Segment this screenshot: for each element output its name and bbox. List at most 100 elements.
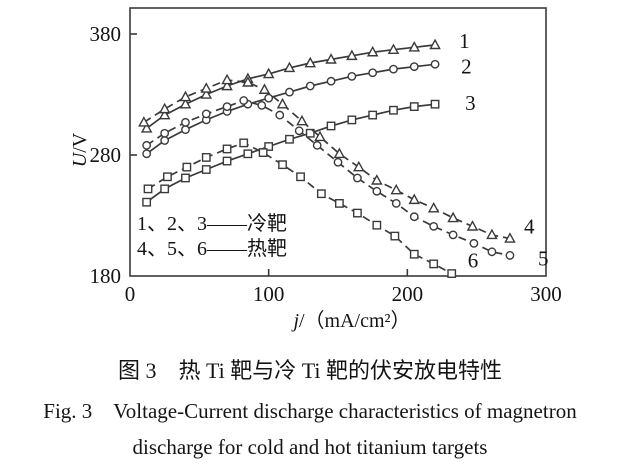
series-5-marker [333, 157, 343, 167]
series-4-line [143, 79, 511, 240]
y-tick-label-180: 180 [90, 264, 122, 288]
series-2-marker [430, 59, 440, 69]
series-5-marker [142, 140, 152, 150]
series-1-marker [408, 41, 421, 52]
series-2-marker [264, 93, 274, 103]
series-1-label: 1 [459, 29, 470, 53]
series-3-marker [142, 197, 152, 207]
series-6-marker [447, 269, 457, 278]
x-tick-label-0: 0 [125, 282, 136, 306]
series-2-marker [305, 81, 315, 91]
series-6-marker [143, 184, 153, 194]
x-tick-label-300: 300 [530, 282, 562, 306]
series-5-marker [181, 117, 190, 127]
series-2-marker [368, 68, 378, 78]
series-5-marker [469, 238, 479, 248]
series-3-marker [264, 142, 274, 151]
series-5-marker [487, 247, 497, 257]
series-6-label: 6 [468, 249, 479, 273]
series-4-marker [504, 232, 516, 243]
series-6-marker [182, 162, 192, 172]
series-3-marker [347, 115, 357, 125]
x-axis-label: j/（mA/cm²） [290, 309, 410, 332]
series-4-marker [221, 73, 233, 85]
caption-english-line2: discharge for cold and hot titanium targ… [132, 435, 488, 459]
series-2-label: 2 [461, 54, 472, 78]
series-1-marker [304, 56, 317, 68]
series-3-marker [326, 121, 336, 131]
series-2-marker [347, 71, 357, 81]
series-4-marker [333, 147, 346, 159]
series-5-marker [294, 126, 304, 136]
series-5-marker [257, 100, 267, 110]
series-4-marker [242, 76, 254, 87]
series-6-marker [429, 259, 439, 269]
series-1-marker [179, 97, 192, 109]
series-1-marker [140, 122, 153, 133]
legend-line-1: 1、2、3——冷靶 [137, 212, 287, 235]
x-tick-label-100: 100 [253, 282, 285, 306]
series-5-marker [505, 251, 515, 260]
series-4-marker [408, 193, 421, 205]
series-5-marker [372, 186, 382, 196]
series-3-marker [243, 149, 253, 159]
series-3-marker [222, 156, 232, 166]
series-6-marker [353, 208, 362, 218]
series-1-marker [346, 49, 358, 61]
series-6-marker [372, 220, 382, 230]
series-3-marker [305, 128, 315, 138]
series-2-marker [326, 76, 336, 86]
series-1-marker [387, 43, 400, 55]
series-5-marker [160, 128, 170, 138]
series-4-marker [258, 83, 271, 94]
series-3-label: 3 [465, 91, 476, 115]
series-5-marker [275, 110, 285, 120]
series-4-marker [158, 102, 171, 114]
y-tick-label-280: 280 [90, 143, 122, 167]
series-4-marker [466, 220, 479, 231]
series-5-marker [409, 212, 419, 222]
series-6-marker [222, 144, 232, 154]
y-tick-label-380: 380 [90, 22, 122, 46]
series-1-marker [158, 108, 171, 120]
series-4-marker [179, 90, 192, 102]
series-6-marker [390, 231, 400, 241]
caption-chinese: 图 3 热 Ti 靶与冷 Ti 靶的伏安放电特性 [117, 358, 503, 383]
series-3-marker [285, 134, 294, 144]
series-5-marker [201, 109, 211, 119]
series-6-marker [409, 249, 419, 259]
series-6-marker [296, 172, 305, 182]
series-2-marker [409, 62, 419, 72]
series-6-marker [258, 148, 268, 157]
series-3-marker [430, 99, 440, 109]
series-4-marker [138, 116, 150, 127]
series-5-marker [239, 96, 249, 105]
y-axis-label: U/V [69, 132, 91, 167]
series-6-marker [278, 160, 287, 170]
series-1-marker [366, 45, 379, 57]
series-3-marker [368, 110, 378, 120]
series-4-marker [353, 160, 365, 172]
legend-line-2: 4、5、6——热靶 [137, 237, 287, 260]
series-1-marker [429, 38, 441, 50]
series-1-marker [283, 61, 296, 73]
series-2-marker [160, 136, 170, 145]
series-2-marker [181, 125, 190, 134]
series-5-label: 5 [538, 246, 549, 270]
series-5-marker [353, 173, 362, 183]
series-3-marker [181, 173, 190, 183]
series-1-marker [200, 88, 213, 99]
series-4-marker [296, 114, 308, 126]
series-1-marker [221, 79, 233, 91]
series-2-marker [389, 64, 398, 74]
series-6-marker [201, 153, 211, 162]
series-6-marker [316, 189, 326, 199]
series-2-marker [285, 87, 294, 97]
plot-frame [129, 7, 547, 277]
caption-english-line1: Fig. 3 Voltage-Current discharge charact… [43, 399, 577, 423]
series-4-marker [447, 211, 459, 223]
series-4-marker [371, 174, 383, 185]
series-5-marker [391, 198, 401, 208]
